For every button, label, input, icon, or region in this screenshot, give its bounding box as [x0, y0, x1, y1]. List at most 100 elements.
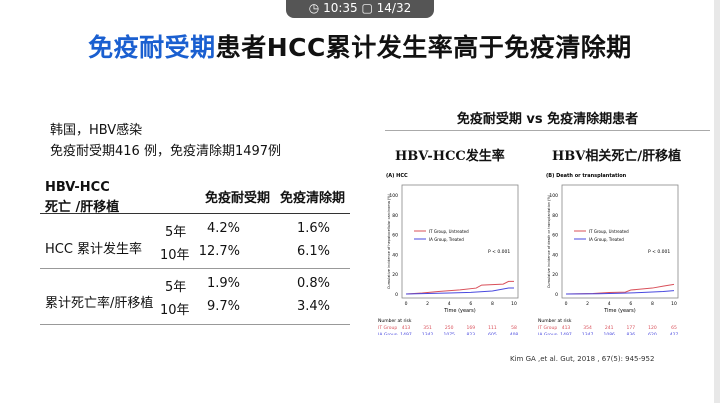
x-tick-label: 4: [608, 301, 611, 307]
legend-label: IA Group, Treated: [589, 237, 624, 242]
window-edge: [714, 0, 720, 403]
risk-value: 1342: [422, 332, 434, 335]
chart-title: (A) HCC: [386, 173, 408, 179]
x-tick-label: 8: [651, 301, 654, 307]
table-header-outcome: HBV-HCC: [45, 180, 110, 195]
x-axis-label: Time (years): [443, 308, 476, 314]
y-tick-label: 40: [392, 252, 398, 258]
y-tick-label: 100: [389, 193, 398, 199]
risk-row-label: IA Group: [378, 332, 398, 335]
value-cell: 6.1%: [296, 244, 330, 259]
year-label: 10年: [160, 303, 190, 318]
chart-title: (B) Death or transplantation: [546, 173, 627, 179]
y-tick-label: 0: [395, 292, 398, 298]
risk-row-label: IT Group: [378, 325, 397, 331]
risk-value: 605: [488, 332, 497, 335]
citation: Kim GA ,et al. Gut, 2018 , 67(5): 945-95…: [510, 355, 655, 363]
y-tick-label: 60: [392, 233, 398, 239]
year-label: 5年: [165, 225, 187, 240]
value-cell: 1.6%: [296, 221, 330, 236]
legend-label: IA Group, Treated: [429, 237, 464, 242]
x-tick-label: 6: [469, 301, 472, 307]
row-label-death: 累计死亡率/肝移植: [45, 296, 154, 311]
risk-value: 111: [488, 325, 497, 331]
table-bottom-line: [40, 324, 350, 325]
series-line: [565, 283, 675, 295]
value-cell: 0.8%: [296, 276, 330, 291]
presentation-status-bar: ◷ 10:35 ▢ 14/32: [286, 0, 434, 18]
plot-frame: [401, 184, 519, 299]
value-cell: 4.2%: [206, 221, 240, 236]
value-cell: 3.4%: [296, 299, 330, 314]
value-cell: 9.7%: [206, 299, 240, 314]
table-header-ia: 免疫清除期: [280, 191, 346, 206]
year-label: 5年: [165, 280, 187, 295]
risk-value: 408: [510, 332, 519, 335]
y-tick-label: 0: [555, 292, 558, 298]
risk-value: 620: [648, 332, 657, 335]
risk-table-label: Number at risk: [538, 318, 572, 324]
y-tick-label: 80: [552, 213, 558, 219]
subtitle-death: HBV相关死亡/肝移植: [552, 149, 682, 164]
risk-value: 1497: [560, 332, 572, 335]
risk-value: 351: [423, 325, 432, 331]
risk-value: 250: [445, 325, 454, 331]
title-highlight: 免疫耐受期: [88, 33, 216, 62]
x-tick-label: 4: [448, 301, 451, 307]
x-tick-label: 0: [565, 301, 568, 307]
risk-row-label: IA Group: [538, 332, 558, 335]
table-header-it: 免疫耐受期: [205, 191, 271, 206]
risk-value: 120: [648, 325, 657, 331]
x-tick-label: 2: [426, 301, 429, 307]
comparison-title: 免疫耐受期 vs 免疫清除期患者: [456, 112, 639, 127]
risk-value: 177: [627, 325, 636, 331]
risk-value: 427: [670, 332, 679, 335]
x-tick-label: 10: [511, 301, 517, 307]
risk-value: 65: [671, 325, 677, 331]
y-axis-label: Cumulative incidence of hepatocellular c…: [387, 193, 391, 289]
slide-counter: 14/32: [376, 1, 412, 15]
row-divider: [40, 268, 350, 269]
y-tick-label: 100: [549, 193, 558, 199]
y-tick-label: 60: [552, 233, 558, 239]
value-cell: 12.7%: [198, 244, 240, 259]
table-header-outcome-2: 死亡 /肝移植: [45, 200, 120, 215]
chart-death: (B) Death or transplantation020406080100…: [538, 173, 679, 335]
y-tick-label: 80: [392, 213, 398, 219]
x-tick-label: 10: [671, 301, 677, 307]
p-value: P < 0.001: [488, 249, 510, 255]
p-value: P < 0.001: [648, 249, 670, 255]
risk-value: 1075: [443, 332, 455, 335]
y-axis-label: Cumulative incidence of death or transpl…: [547, 194, 551, 288]
value-cell: 1.9%: [206, 276, 240, 291]
x-tick-label: 2: [586, 301, 589, 307]
subtitle-hcc: HBV-HCC发生率: [395, 149, 505, 164]
series-line: [405, 287, 514, 295]
row-label-hcc: HCC 累计发生率: [45, 242, 143, 257]
risk-value: 836: [627, 332, 636, 335]
x-tick-label: 0: [405, 301, 408, 307]
legend-label: IT Group, Untreated: [429, 229, 469, 234]
risk-value: 413: [402, 325, 411, 331]
series-line: [405, 280, 514, 295]
chart-hcc: (A) HCC 0 20 40 60 80 100 0 2 4 6 8 10 Time (years) Cu…: [378, 173, 519, 335]
risk-value: 1086: [603, 332, 615, 335]
risk-value: 58: [511, 325, 517, 331]
risk-value: 241: [605, 325, 614, 331]
y-tick-label: 20: [392, 272, 398, 278]
plot-frame: [561, 184, 679, 299]
risk-value: 823: [467, 332, 476, 335]
risk-row-label: IT Group: [538, 325, 557, 331]
title-underline: [385, 130, 710, 131]
risk-value: 1497: [400, 332, 412, 335]
risk-value: 413: [562, 325, 571, 331]
x-tick-label: 8: [491, 301, 494, 307]
y-tick-label: 20: [552, 272, 558, 278]
population-text: 韩国，HBV感染: [50, 123, 143, 138]
risk-table-label: Number at risk: [378, 318, 412, 324]
x-axis-label: Time (years): [603, 308, 636, 314]
legend-label: IT Group, Untreated: [589, 229, 629, 234]
risk-value: 354: [583, 325, 592, 331]
title-rest: 患者HCC累计发生率高于免疫清除期: [215, 33, 632, 62]
sample-size-text: 免疫耐受期416 例，免疫清除期1497例: [50, 144, 282, 159]
